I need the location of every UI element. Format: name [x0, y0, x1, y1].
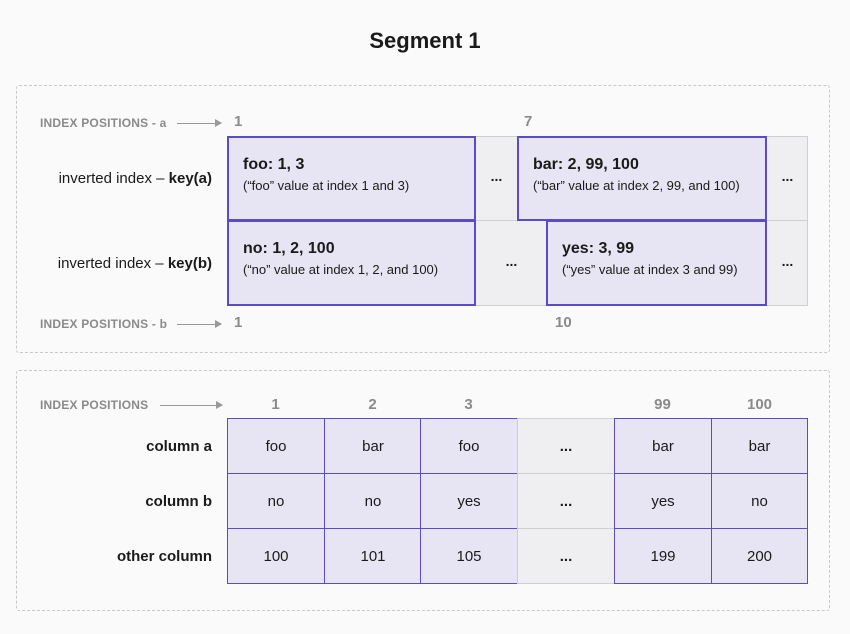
- column-store-panel: [16, 370, 830, 611]
- index-position: 3: [464, 396, 473, 413]
- table-cell: foo: [420, 418, 518, 474]
- ellipsis-cell: ...: [517, 528, 615, 584]
- table-cell: bar: [614, 418, 712, 474]
- index-b-position: 10: [555, 314, 572, 331]
- posting-entry: no: 1, 2, 100 (“no” value at index 1, 2, …: [227, 220, 476, 306]
- index-position: 1: [271, 396, 280, 413]
- index-positions-b-label: INDEX POSITIONS - b: [40, 317, 168, 331]
- ellipsis: ...: [781, 168, 794, 184]
- table-cell: bar: [711, 418, 808, 474]
- posting-entry: yes: 3, 99 (“yes” value at index 3 and 99…: [546, 220, 767, 306]
- inverted-index-panel: [16, 85, 830, 353]
- column-label: column a: [146, 438, 212, 455]
- posting-entry: bar: 2, 99, 100 (“bar” value at index 2, …: [517, 136, 767, 221]
- table-cell: yes: [614, 473, 712, 529]
- ellipsis: ...: [505, 253, 518, 269]
- table-cell: foo: [227, 418, 325, 474]
- diagram-title: Segment 1: [369, 28, 481, 53]
- index-position: 100: [746, 396, 773, 413]
- index-a-position: 7: [524, 113, 533, 130]
- ellipsis: ...: [781, 253, 794, 269]
- table-cell: 101: [324, 528, 422, 584]
- arrow-right-icon: [160, 401, 223, 409]
- table-cell: bar: [324, 418, 422, 474]
- index-positions-a-label: INDEX POSITIONS - a: [40, 116, 167, 130]
- ellipsis: ...: [490, 168, 503, 184]
- ellipsis-cell: ...: [517, 418, 615, 474]
- arrow-right-icon: [177, 320, 222, 328]
- ellipsis-cell: ...: [517, 473, 615, 529]
- row-label-key-a: inverted index – key(a): [58, 170, 212, 187]
- index-position: 2: [368, 396, 377, 413]
- column-label: column b: [145, 493, 212, 510]
- table-cell: 100: [227, 528, 325, 584]
- index-a-position: 1: [234, 113, 243, 130]
- arrow-right-icon: [177, 119, 222, 127]
- posting-entry: foo: 1, 3 (“foo” value at index 1 and 3): [227, 136, 476, 221]
- index-position: 99: [654, 396, 671, 413]
- table-cell: 105: [420, 528, 518, 584]
- table-cell: 199: [614, 528, 712, 584]
- table-cell: no: [711, 473, 808, 529]
- index-positions-label: INDEX POSITIONS: [40, 398, 149, 412]
- column-label: other column: [116, 548, 212, 565]
- table-cell: 200: [711, 528, 808, 584]
- table-cell: no: [227, 473, 325, 529]
- row-label-key-b: inverted index – key(b): [57, 255, 212, 272]
- index-b-position: 1: [234, 314, 243, 331]
- table-cell: no: [324, 473, 422, 529]
- table-cell: yes: [420, 473, 518, 529]
